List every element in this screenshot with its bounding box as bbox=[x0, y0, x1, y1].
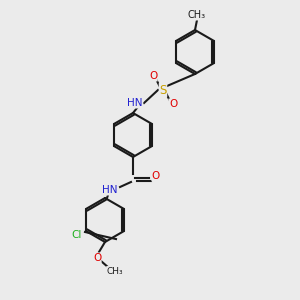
Text: CH₃: CH₃ bbox=[107, 266, 123, 275]
Text: O: O bbox=[149, 71, 157, 81]
Text: O: O bbox=[152, 171, 160, 181]
Text: O: O bbox=[93, 253, 101, 263]
Text: HN: HN bbox=[127, 98, 143, 108]
Text: HN: HN bbox=[102, 185, 118, 195]
Text: S: S bbox=[159, 83, 167, 97]
Text: O: O bbox=[169, 99, 177, 109]
Text: CH₃: CH₃ bbox=[188, 10, 206, 20]
Text: Cl: Cl bbox=[72, 230, 82, 240]
